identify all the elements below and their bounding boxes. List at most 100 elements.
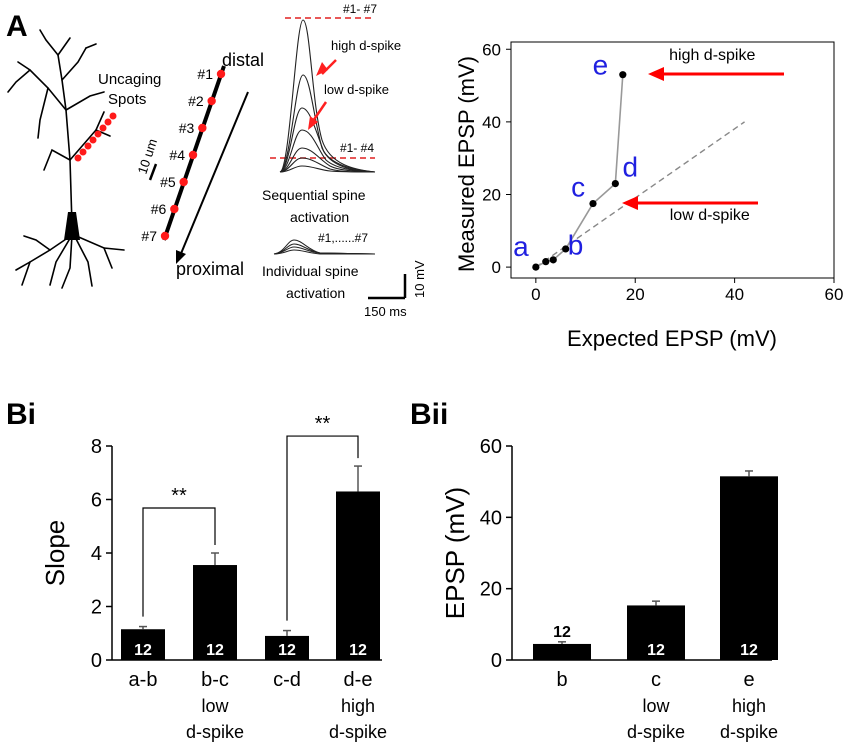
ytick-label: 6: [91, 490, 102, 512]
trace-label-1-4: #1- #4: [340, 141, 374, 155]
panel-label-bii: Bii: [410, 398, 448, 431]
sequential-label-1: Sequential spine: [262, 187, 366, 203]
spine-dot: [160, 231, 170, 241]
category-sublabel: low: [201, 696, 229, 716]
identity-line: [535, 121, 745, 268]
ytick-label: 60: [480, 436, 502, 458]
scatter-xtick-label: 60: [825, 285, 844, 304]
spine-markers: #1 #2 #3 #4 #5 #6 #7: [141, 66, 226, 244]
scatter-xtick-label: 40: [725, 285, 744, 304]
spine-label: #6: [151, 201, 167, 217]
significance-bracket: [286, 435, 359, 621]
data-point: [532, 263, 540, 271]
bar: [627, 605, 685, 660]
spine-label: #3: [179, 120, 195, 136]
significance-label: **: [171, 485, 187, 507]
bar: [720, 476, 778, 660]
data-point: [562, 245, 570, 253]
bi-ylabel: Slope: [40, 520, 70, 587]
category-sublabel: low: [642, 696, 670, 716]
data-point: [549, 256, 557, 264]
scatter-ylabel: Measured EPSP (mV): [454, 56, 479, 272]
spine-dot: [216, 69, 226, 79]
category-sublabel: high: [732, 696, 766, 716]
spine-label: #4: [169, 147, 185, 163]
data-point: [619, 71, 627, 79]
category-label: a-b: [129, 669, 158, 691]
n-label: 12: [134, 642, 152, 659]
scale-10um-label: 10 um: [135, 137, 160, 176]
proximal-label: proximal: [176, 259, 244, 279]
scatter-xlabel: Expected EPSP (mV): [567, 326, 777, 351]
point-label: a: [513, 231, 529, 262]
n-label: 12: [740, 642, 758, 659]
panel-label-bi: Bi: [6, 398, 36, 431]
scatter-ytick-label: 0: [492, 258, 501, 277]
scatter-plot-frame: [510, 41, 835, 279]
panel-label-a: A: [6, 10, 28, 43]
trace-label-low: low d-spike: [324, 82, 389, 97]
category-sublabel: d-spike: [329, 722, 387, 742]
annotation-label: high d-spike: [669, 47, 755, 64]
bar: [533, 643, 591, 660]
ytick-label: 2: [91, 597, 102, 619]
category-label: b: [556, 669, 567, 691]
trace-label-high: high d-spike: [331, 38, 401, 53]
arrowhead: [648, 67, 664, 81]
individual-traces: [273, 239, 376, 255]
scatter-chart: Expected EPSP (mV) Measured EPSP (mV) 0 2…: [454, 40, 843, 351]
sequential-label-2: activation: [290, 209, 349, 225]
category-label: c-d: [273, 669, 301, 691]
category-label: e: [743, 669, 754, 691]
scatter-ytick-label: 60: [482, 40, 501, 59]
individual-trace-label: #1,......#7: [318, 231, 368, 245]
spine-dot: [170, 204, 179, 214]
category-label: d-e: [344, 669, 373, 691]
ytick-label: 40: [480, 507, 502, 529]
spots-label: Spots: [108, 91, 146, 108]
ytick-label: 8: [91, 436, 102, 458]
bar: [336, 491, 380, 660]
scatter-xtick-label: 20: [626, 285, 645, 304]
ytick-label: 20: [480, 579, 502, 601]
category-sublabel: d-spike: [627, 722, 685, 742]
point-label: c: [571, 171, 585, 202]
individual-label-2: activation: [286, 285, 345, 301]
epsp-bar-chart: EPSP (mV) 0 20 40 60 12 b 12 c low d-spike 12 e high…: [440, 436, 778, 742]
spine-dot: [207, 96, 216, 106]
spine-dot: [188, 150, 198, 160]
slope-bar-chart: Slope 0 2 4 6 8 12 a-b 12 b-c low d-spike 12 c-d 12 d-…: [40, 413, 387, 742]
arrowhead: [622, 196, 638, 210]
data-point: [589, 199, 597, 208]
trace-label-1-7: #1- #7: [343, 2, 377, 16]
spine-label: #5: [160, 174, 176, 190]
distal-label: distal: [222, 50, 264, 70]
direction-arrowhead: [176, 250, 186, 264]
significance-label: **: [315, 413, 331, 435]
category-sublabel: high: [341, 696, 375, 716]
scale-ms-label: 150 ms: [364, 304, 407, 319]
uncaging-label: Uncaging: [98, 71, 161, 88]
bar: [265, 635, 309, 660]
ytick-label: 0: [91, 650, 102, 672]
point-label: b: [568, 229, 584, 260]
neuron-soma: [64, 212, 80, 240]
scatter-ytick-label: 20: [482, 185, 501, 204]
data-point: [611, 180, 619, 188]
direction-arrow: [179, 91, 249, 257]
scale-bar-10um: [148, 163, 158, 181]
spine-dot: [198, 123, 207, 133]
bar: [121, 629, 165, 660]
ytick-label: 4: [91, 543, 102, 565]
bii-ylabel: EPSP (mV): [440, 487, 470, 619]
uncaging-spot-row: [74, 112, 117, 162]
data-point: [542, 258, 550, 266]
bar: [193, 565, 237, 660]
spine-label: #7: [141, 228, 157, 244]
scatter-ytick-label: 40: [482, 113, 501, 132]
neuron-drawing: [7, 29, 125, 289]
spine-dot: [179, 177, 188, 187]
scatter-xtick-label: 0: [531, 285, 540, 304]
category-sublabel: d-spike: [720, 722, 778, 742]
category-sublabel: d-spike: [186, 722, 244, 742]
